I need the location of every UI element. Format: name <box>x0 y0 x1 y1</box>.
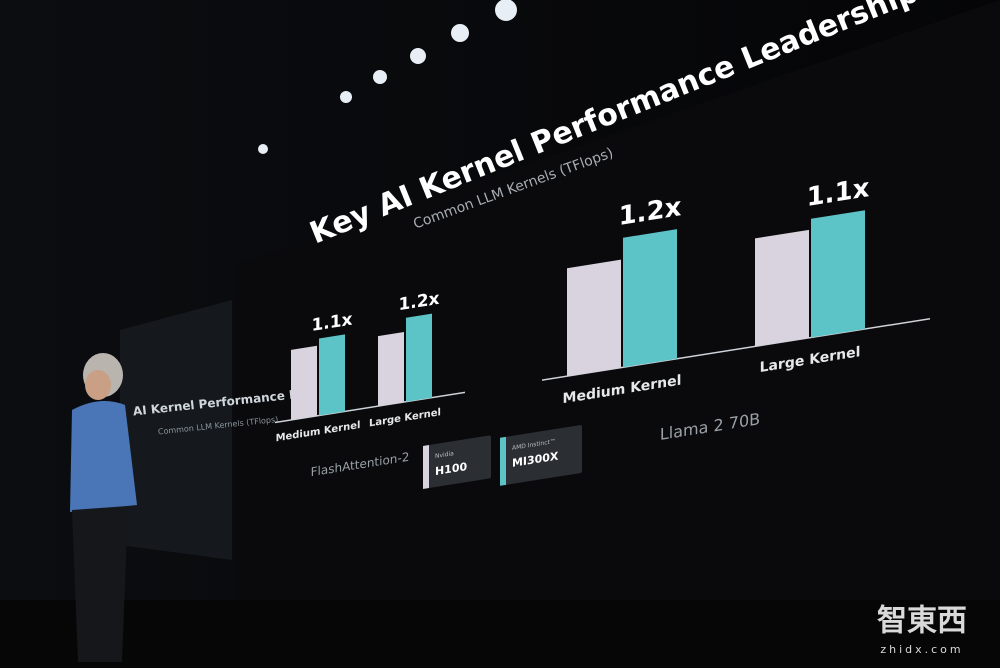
legend-vendor: Nvidia <box>435 450 454 460</box>
bar <box>291 345 317 420</box>
bar <box>319 334 345 416</box>
watermark-url: zhidx.com <box>880 643 963 656</box>
legend-name: H100 <box>435 460 467 478</box>
light <box>451 24 469 42</box>
light <box>340 91 352 103</box>
legend-box <box>500 425 582 486</box>
watermark-logo: 智東西 <box>877 604 967 639</box>
ceiling-lights <box>258 0 517 154</box>
legend-box <box>423 435 491 489</box>
side-screen: AI Kernel Performance Le Common LLM Kern… <box>120 300 305 560</box>
light <box>258 144 268 154</box>
bar <box>567 259 621 377</box>
side-screen-panel <box>120 300 232 560</box>
bar <box>755 229 809 347</box>
trousers <box>72 506 128 662</box>
bar <box>623 229 677 368</box>
light <box>373 70 387 84</box>
bar <box>406 313 432 402</box>
jacket <box>70 401 137 512</box>
baseline <box>542 317 930 381</box>
face <box>85 370 111 400</box>
bar <box>378 332 404 407</box>
legend-swatch <box>423 445 429 490</box>
stage-floor <box>0 600 1000 668</box>
light <box>410 48 426 64</box>
watermark: 智東西 zhidx.com <box>877 604 967 657</box>
presenter <box>70 353 137 662</box>
legend-swatch <box>500 436 506 486</box>
light <box>495 0 517 21</box>
bar <box>811 210 865 338</box>
